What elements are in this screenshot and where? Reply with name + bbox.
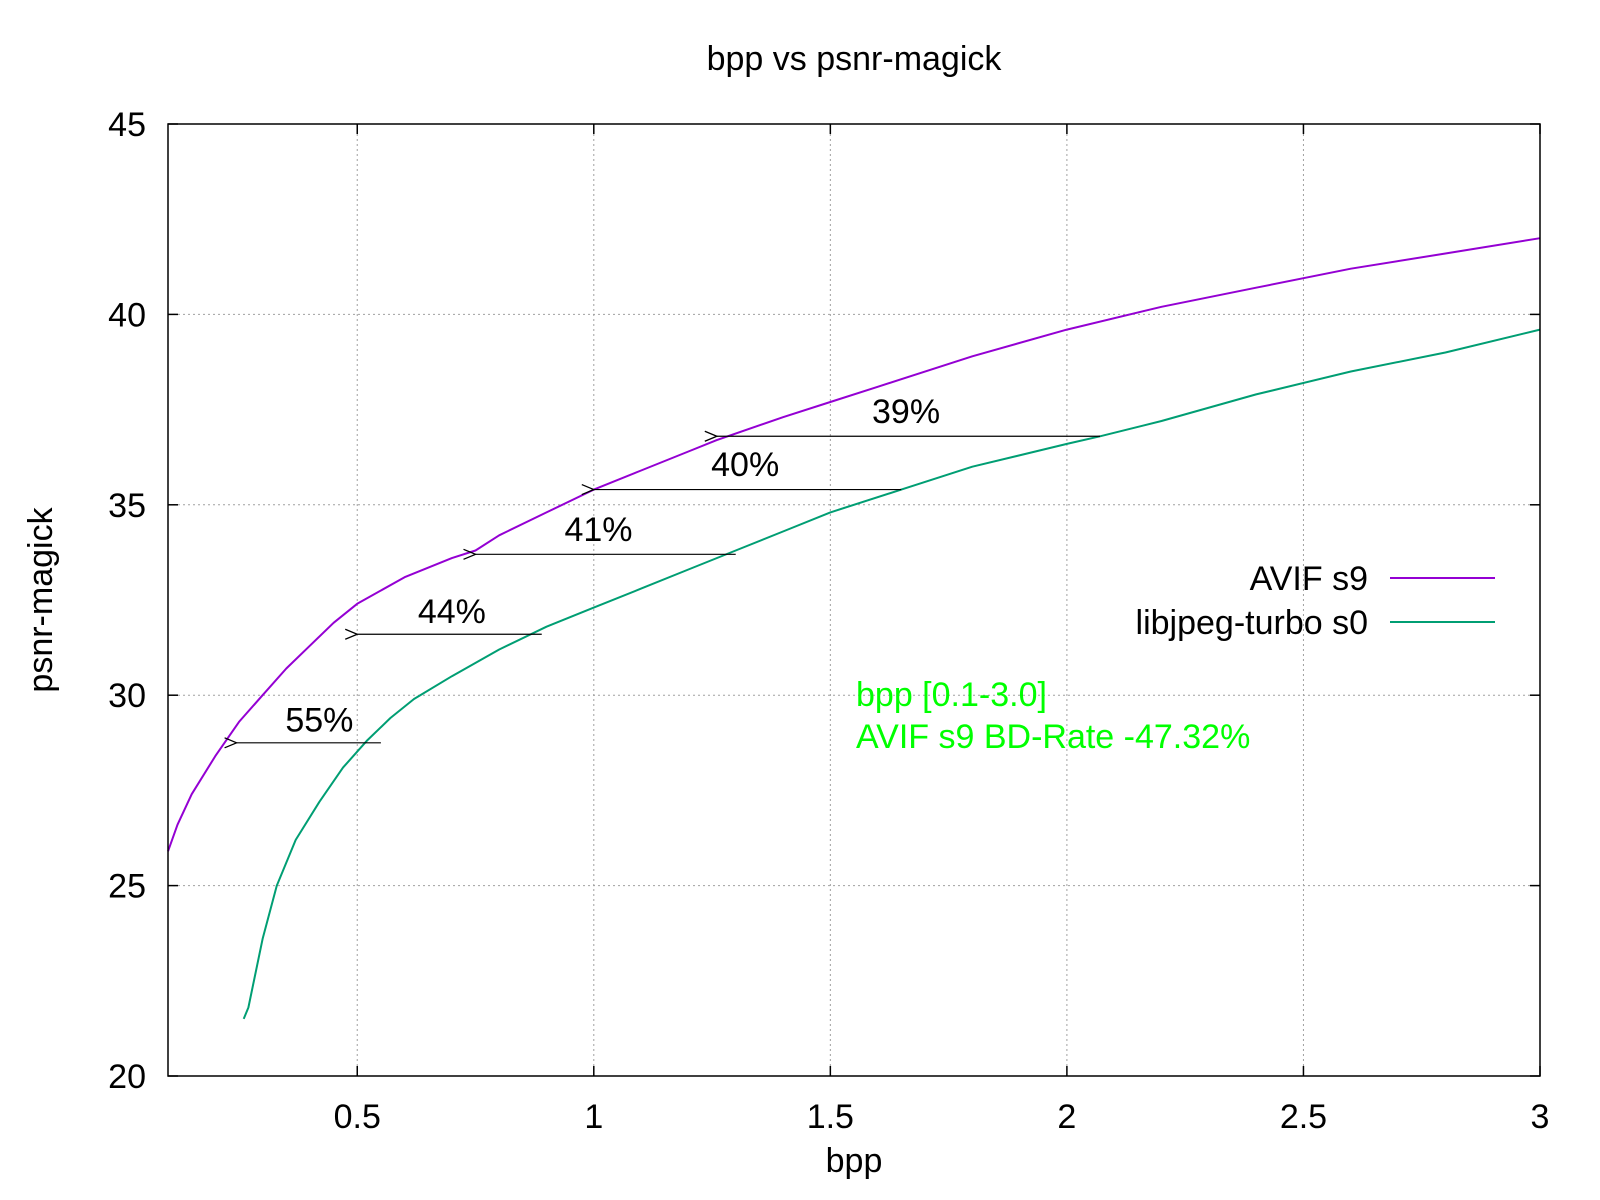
y-tick-label: 25 — [108, 868, 146, 906]
series-line-libjpeg-turbo-s0 — [242, 328, 1541, 1020]
y-tick-label: 35 — [108, 487, 146, 525]
x-tick-label: 2 — [1057, 1098, 1076, 1136]
x-tick-label: 2.5 — [1280, 1098, 1327, 1136]
y-tick-label: 40 — [108, 296, 146, 334]
y-tick-label: 45 — [108, 106, 146, 144]
legend-label: libjpeg-turbo s0 — [1136, 604, 1368, 642]
y-tick-label: 30 — [108, 677, 146, 715]
legend-label: AVIF s9 — [1250, 560, 1368, 598]
chart-title: bpp vs psnr-magick — [707, 40, 1003, 78]
info-bd-rate-text: AVIF s9 BD-Rate -47.32% — [856, 718, 1250, 756]
x-tick-label: 3 — [1531, 1098, 1550, 1136]
x-axis-title: bpp — [826, 1142, 883, 1180]
x-tick-label: 1 — [584, 1098, 603, 1136]
plot-frame — [167, 123, 1541, 1077]
legend: AVIF s9 libjpeg-turbo s0 — [1136, 560, 1495, 642]
info-range-text: bpp [0.1-3.0] — [856, 676, 1047, 714]
x-tick-label: 0.5 — [334, 1098, 381, 1136]
series-layer — [167, 237, 1541, 1020]
grid-layer — [168, 124, 1540, 1076]
x-tick-label: 1.5 — [807, 1098, 854, 1136]
savings-label: 39% — [872, 393, 940, 431]
savings-label: 40% — [711, 446, 779, 484]
savings-label: 41% — [564, 511, 632, 549]
annotation-layer: 55% 44% 41% 40% 39% — [237, 393, 1101, 743]
y-tick-label: 20 — [108, 1058, 146, 1096]
series-line-avif-s9 — [167, 237, 1541, 852]
y-axis-title: psnr-magick — [22, 506, 60, 692]
savings-label: 55% — [285, 701, 353, 739]
tick-layer: 0.5 1 1.5 2 2.5 3 20 25 30 35 40 45 — [108, 106, 1549, 1136]
savings-label: 44% — [418, 593, 486, 631]
